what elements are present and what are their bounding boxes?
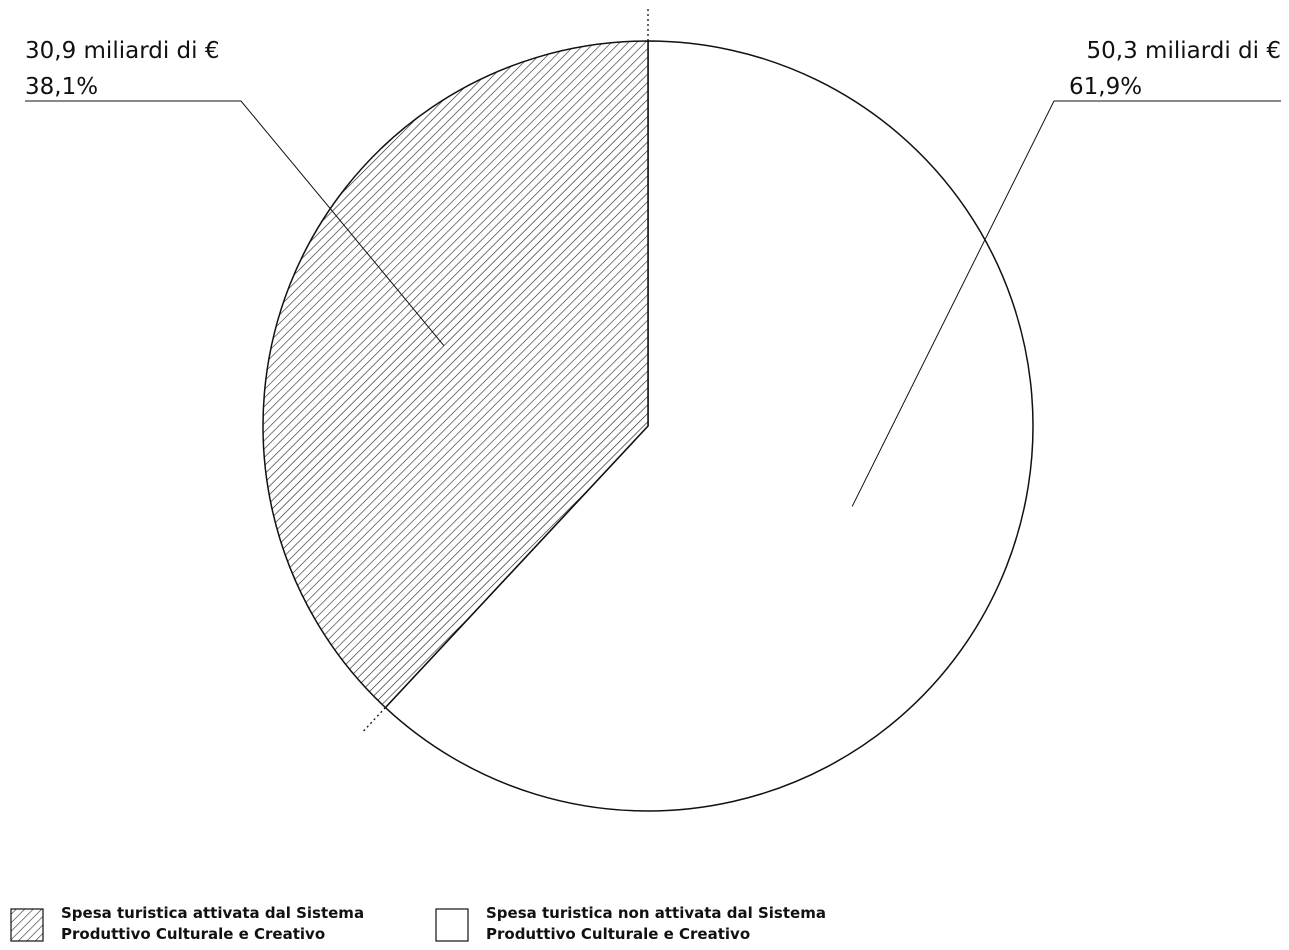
leader-line-attivata xyxy=(25,100,445,346)
slice-2-percent-label: 61,9% xyxy=(1069,74,1142,100)
legend-swatch-attivata xyxy=(10,908,44,942)
legend-label-non-attivata-line2: Produttivo Culturale e Creativo xyxy=(486,925,750,943)
legend-label-attivata-line1: Spesa turistica attivata dal Sistema xyxy=(61,904,364,922)
guide-bottom xyxy=(363,707,386,732)
legend-label-attivata-line2: Produttivo Culturale e Creativo xyxy=(61,925,325,943)
pie-slice-attivata xyxy=(262,40,649,709)
leader-lines xyxy=(25,100,1281,507)
slice-1-value-label: 30,9 miliardi di € xyxy=(25,38,219,64)
pie-slice-non-attivata xyxy=(384,40,1034,812)
legend: Spesa turistica attivata dal Sistema Pro… xyxy=(10,904,826,943)
slice-labels: 30,9 miliardi di € 38,1% 50,3 miliardi d… xyxy=(25,38,1281,100)
slice-2-value-label: 50,3 miliardi di € xyxy=(1087,38,1281,64)
leader-line-non-attivata xyxy=(851,100,1281,507)
legend-swatch-non-attivata xyxy=(435,908,469,942)
slice-1-percent-label: 38,1% xyxy=(25,74,98,100)
slice-boundary-guides xyxy=(363,9,649,732)
pie-slices xyxy=(262,40,1034,812)
legend-label-non-attivata-line1: Spesa turistica non attivata dal Sistema xyxy=(486,904,826,922)
